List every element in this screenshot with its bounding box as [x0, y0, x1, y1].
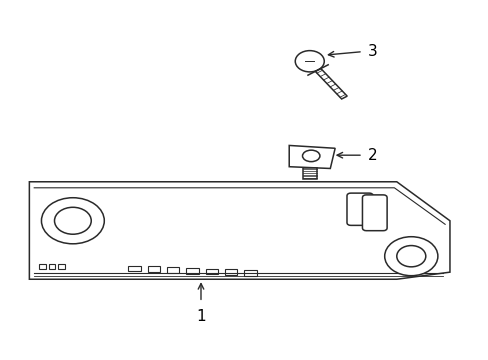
Text: 3: 3	[367, 44, 377, 59]
Bar	[39, 264, 46, 269]
Bar	[224, 269, 237, 275]
Circle shape	[295, 51, 324, 72]
Polygon shape	[288, 145, 334, 168]
Text: 2: 2	[367, 148, 377, 163]
Polygon shape	[29, 182, 449, 279]
Bar	[167, 267, 179, 273]
Circle shape	[384, 237, 437, 276]
Polygon shape	[302, 168, 316, 179]
Polygon shape	[315, 68, 346, 99]
Bar	[244, 270, 256, 276]
Bar	[147, 266, 160, 272]
Text: 1: 1	[196, 309, 205, 324]
FancyBboxPatch shape	[362, 195, 386, 231]
Bar	[128, 266, 140, 271]
Bar	[49, 264, 55, 269]
Bar	[186, 268, 198, 274]
Circle shape	[41, 198, 104, 244]
Bar	[58, 264, 65, 269]
FancyBboxPatch shape	[346, 193, 372, 225]
Bar	[205, 269, 218, 274]
